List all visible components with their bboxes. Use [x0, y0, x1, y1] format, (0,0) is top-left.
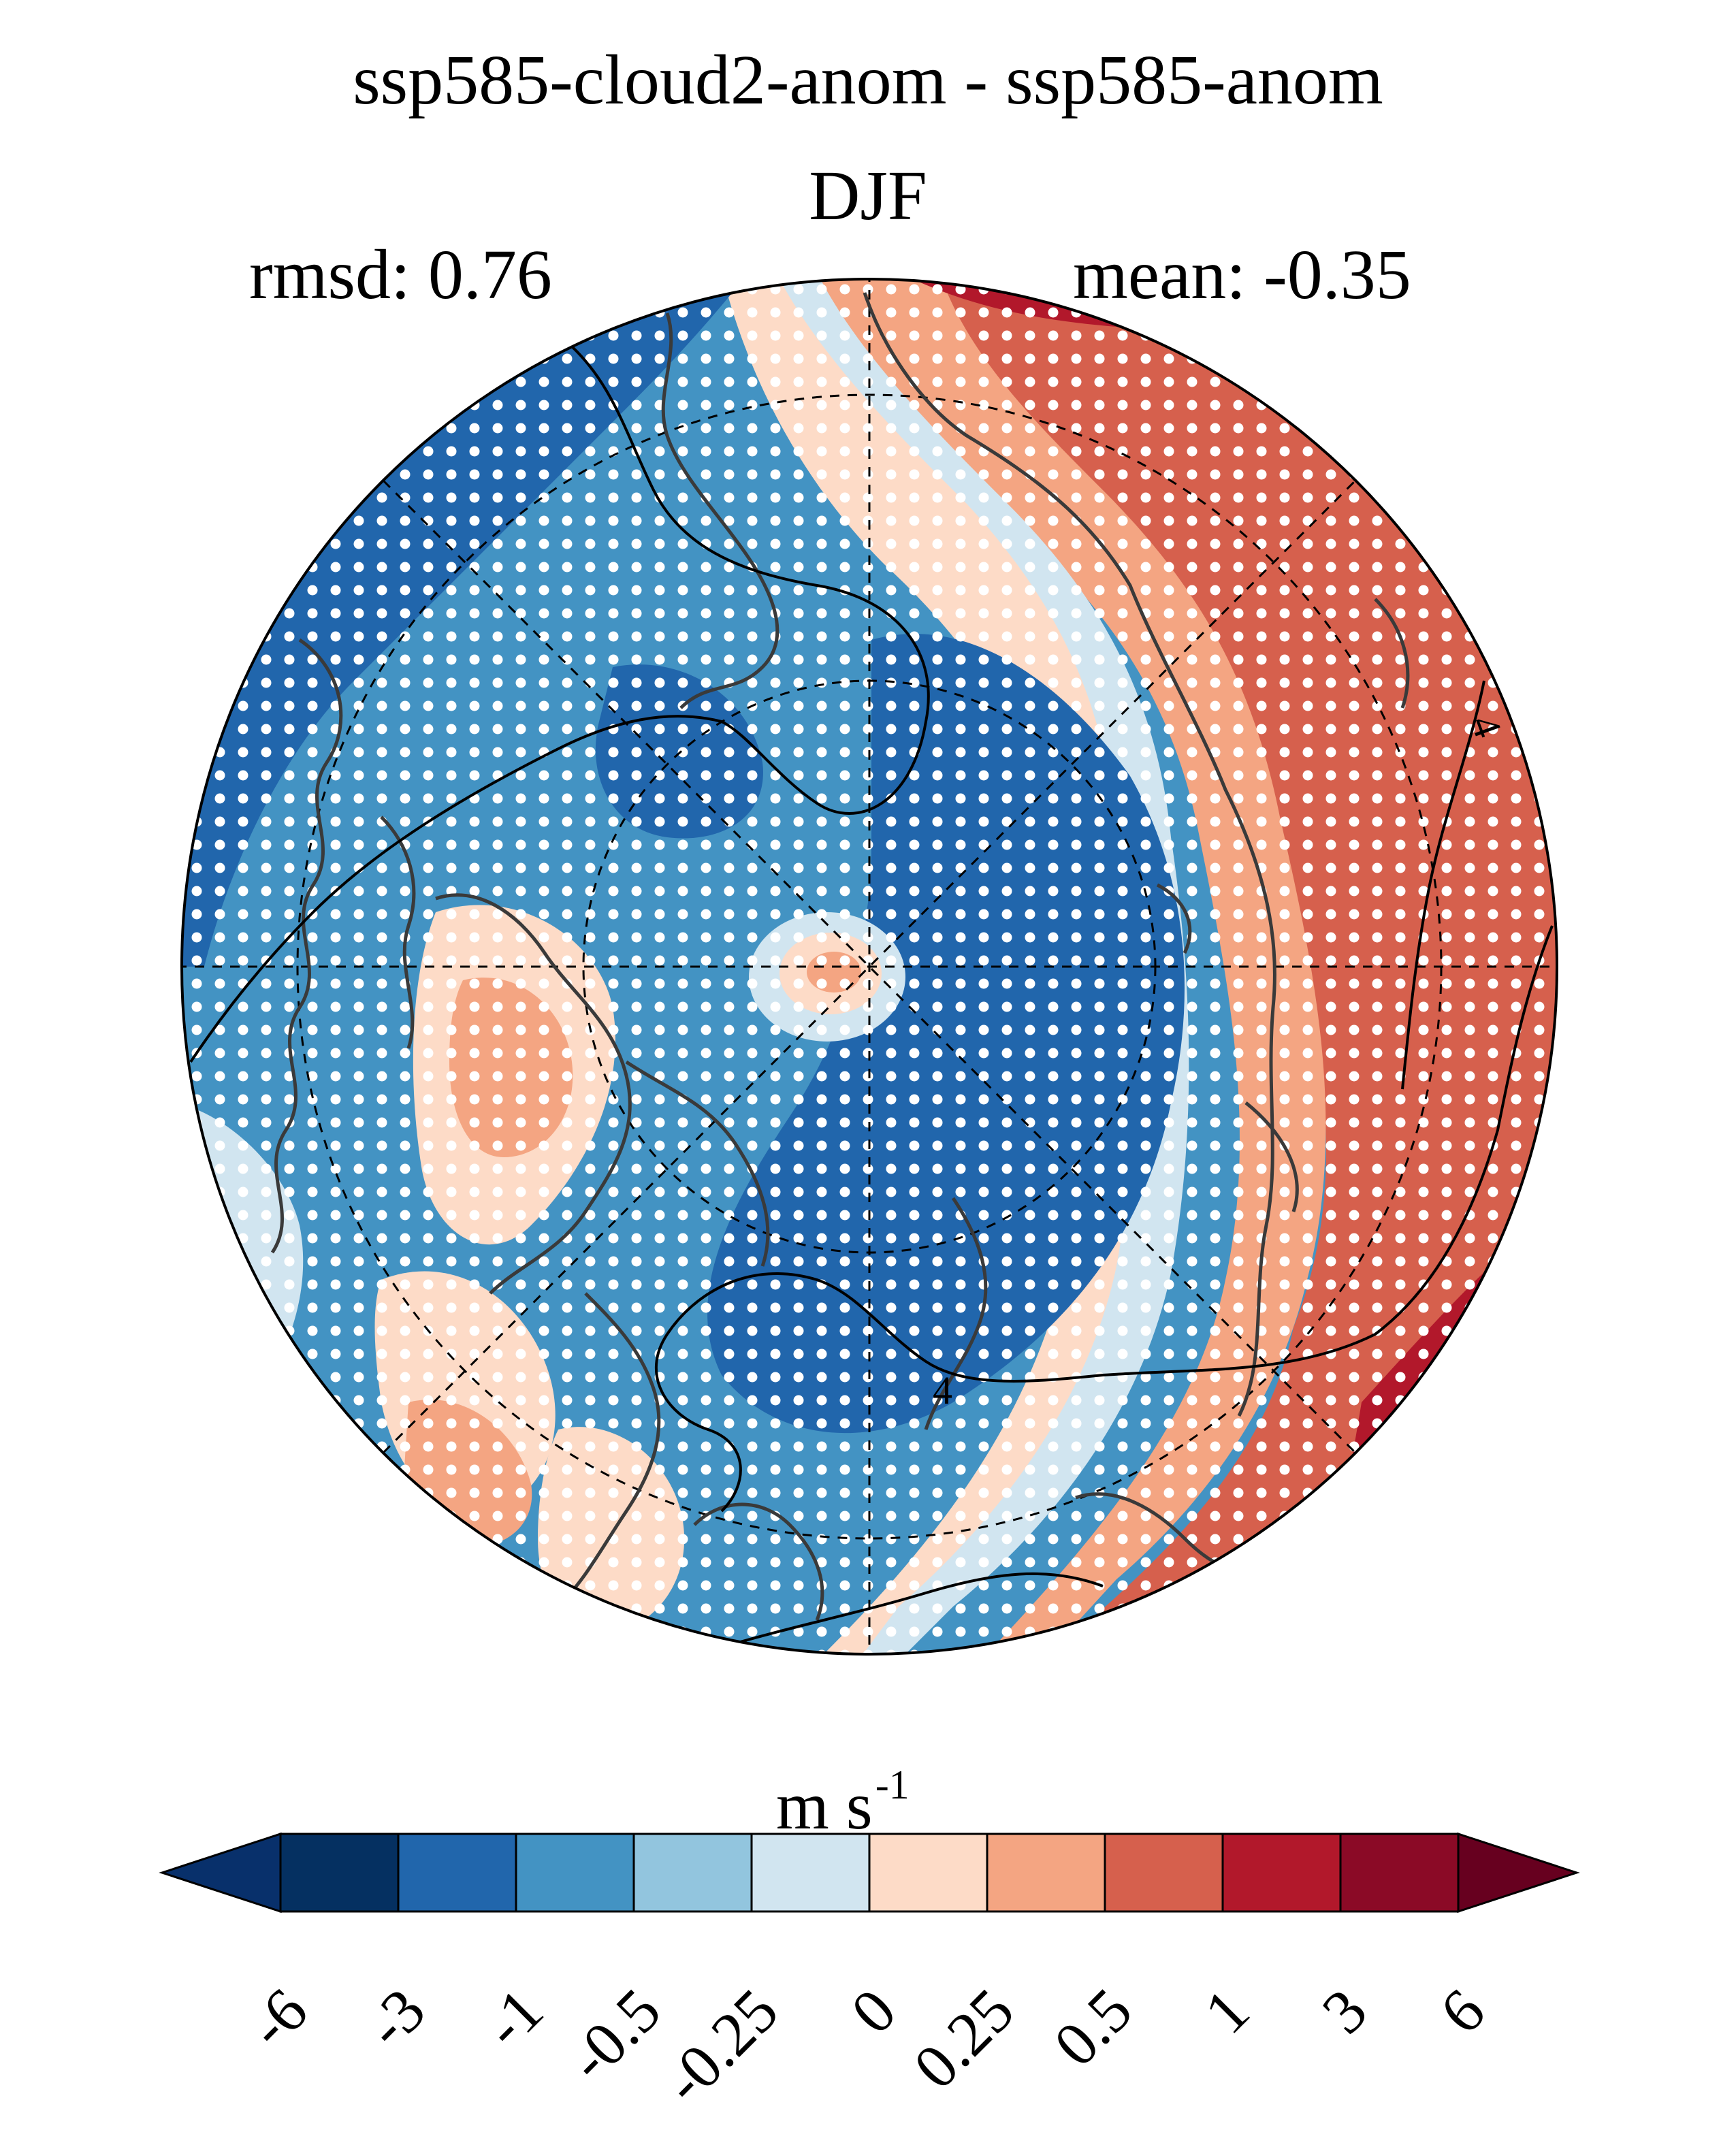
chart-title: ssp585-cloud2-anom - ssp585-anom [353, 41, 1383, 119]
units-exponent: -1 [875, 1762, 910, 1807]
colorbar [159, 1832, 1580, 1914]
colorbar-box [868, 1833, 988, 1913]
colorbar-box [515, 1833, 635, 1913]
contour-lines [189, 339, 1554, 1649]
colorbar-box [1104, 1833, 1224, 1913]
rmsd-label: rmsd: 0.76 [249, 236, 552, 314]
colorbar-box [1339, 1833, 1460, 1913]
coastlines [270, 292, 1410, 1621]
graticule [182, 279, 1557, 1654]
colorbar-extend-high [1457, 1832, 1580, 1914]
colorbar-box [986, 1833, 1106, 1913]
map-border [180, 278, 1558, 1656]
colorbar-box [397, 1833, 517, 1913]
contour-label: 4 [933, 1368, 952, 1413]
colorbar-box [1221, 1833, 1342, 1913]
colorbar-extend-low [159, 1832, 282, 1914]
units-label: m s-1 [776, 1764, 910, 1840]
colorbar-box [750, 1833, 871, 1913]
mean-label: mean: -0.35 [1073, 236, 1411, 314]
map-field [182, 279, 1557, 1654]
colorbar-box [632, 1833, 753, 1913]
season-label: DJF [809, 157, 927, 235]
units-base: m s [776, 1768, 873, 1843]
colorbar-box [279, 1833, 400, 1913]
